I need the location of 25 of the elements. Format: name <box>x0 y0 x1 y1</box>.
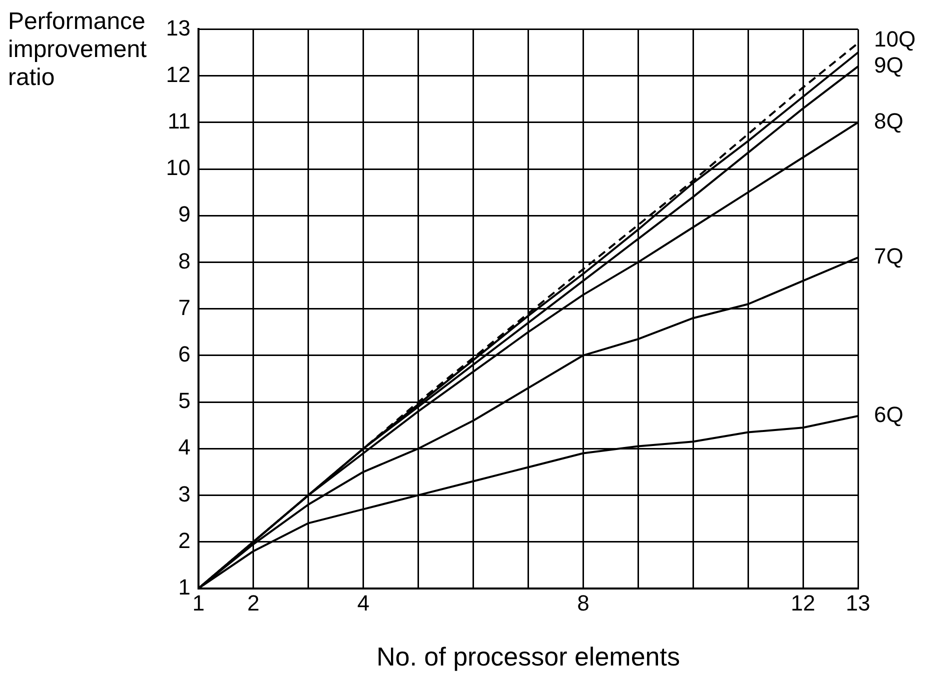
y-tick-label: 11 <box>168 108 190 134</box>
y-tick-label: 3 <box>178 481 190 506</box>
x-tick-label: 2 <box>247 590 260 616</box>
x-tick-label: 8 <box>577 590 590 616</box>
x-tick-label: 13 <box>846 590 870 616</box>
y-tick-label: 6 <box>178 341 190 366</box>
series-label: 10Q <box>874 26 916 52</box>
y-tick-label: 4 <box>178 434 190 460</box>
y-axis-title: Performance improvement ratio <box>8 8 147 91</box>
y-tick-label: 2 <box>178 528 190 553</box>
y-tick-label: 1 <box>178 574 190 600</box>
y-tick-label: 10 <box>166 155 190 180</box>
x-tick-label: 12 <box>790 590 816 616</box>
series-label: 8Q <box>874 108 904 134</box>
x-tick-label: 4 <box>357 590 370 616</box>
y-tick-label: 9 <box>178 202 190 227</box>
y-tick-label: 8 <box>178 248 190 274</box>
series-label: 6Q <box>874 402 904 428</box>
series-label: 9Q <box>874 52 904 78</box>
y-tick-label: 7 <box>178 294 190 320</box>
y-tick-label: 5 <box>178 388 190 414</box>
y-tick-label: 13 <box>166 15 190 40</box>
series-label: 7Q <box>874 244 904 269</box>
x-axis-title: No. of processor elements <box>376 642 680 672</box>
y-tick-label: 12 <box>166 62 190 87</box>
